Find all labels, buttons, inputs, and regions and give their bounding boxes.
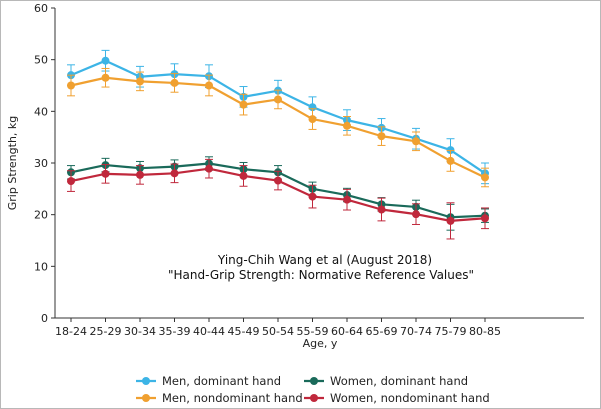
legend-label: Women, dominant hand: [330, 374, 468, 388]
x-axis-label: Age, y: [303, 337, 338, 350]
x-tick-label: 40-44: [193, 325, 225, 338]
legend-item: Women, dominant hand: [304, 374, 468, 388]
legend-item: Men, dominant hand: [136, 374, 281, 388]
annotation-line-2: "Hand-Grip Strength: Normative Reference…: [168, 268, 474, 282]
data-point: [136, 77, 144, 86]
y-tick-label: 30: [34, 157, 48, 170]
data-point: [446, 146, 455, 155]
data-point: [308, 192, 317, 201]
x-tick-label: 50-54: [262, 325, 294, 338]
x-tick-label: 55-59: [297, 325, 329, 338]
y-tick-label: 40: [34, 105, 48, 118]
series-layer: [67, 49, 489, 240]
y-tick-label: 60: [34, 2, 48, 15]
series-line: [70, 59, 486, 175]
legend-swatch-marker: [142, 377, 150, 385]
x-tick-label: 18-24: [55, 325, 87, 338]
data-point: [412, 210, 420, 219]
x-tick-label: 75-79: [435, 325, 467, 338]
data-point: [343, 121, 351, 130]
data-point: [446, 156, 455, 165]
data-point: [101, 73, 110, 82]
x-tick-label: 80-85: [469, 325, 501, 338]
data-point: [377, 205, 386, 214]
data-point: [481, 214, 489, 223]
y-ticks: 0 10 20 30 40 50 60: [34, 2, 55, 325]
data-point: [67, 177, 75, 186]
data-point: [205, 164, 213, 173]
data-point: [239, 171, 248, 180]
legend-swatch-marker: [310, 377, 318, 385]
data-point: [101, 169, 110, 178]
series-group: [67, 158, 489, 240]
legend-label: Men, nondominant hand: [162, 391, 303, 405]
legend-item: Women, nondominant hand: [304, 391, 490, 405]
data-point: [170, 78, 179, 87]
series-group: [67, 67, 489, 188]
data-point: [205, 81, 213, 90]
data-point: [67, 81, 75, 90]
x-tick-label: 35-39: [159, 325, 191, 338]
data-point: [101, 56, 110, 65]
data-point: [136, 170, 144, 179]
data-point: [170, 169, 179, 178]
x-ticks: 18-24 25-29 30-34 35-39 40-44 45-49 50-54 55-59…: [55, 318, 501, 338]
x-tick-label: 25-29: [90, 325, 122, 338]
x-tick-label: 30-34: [124, 325, 156, 338]
series-group: [67, 49, 489, 185]
y-tick-label: 20: [34, 209, 48, 222]
legend-label: Men, dominant hand: [162, 374, 281, 388]
series-group: [67, 156, 489, 231]
legend: Men, dominant hand Men, nondominant hand W…: [136, 374, 490, 405]
data-point: [308, 115, 317, 124]
data-point: [274, 176, 282, 185]
legend-item: Men, nondominant hand: [136, 391, 303, 405]
annotation-line-1: Ying-Chih Wang et al (August 2018): [217, 253, 432, 267]
data-point: [412, 137, 420, 146]
data-point: [481, 173, 489, 182]
data-point: [377, 132, 386, 141]
data-point: [446, 216, 455, 225]
data-point: [239, 100, 248, 109]
x-tick-label: 70-74: [400, 325, 432, 338]
data-point: [274, 95, 282, 104]
legend-swatch-marker: [142, 394, 150, 402]
x-tick-label: 60-64: [331, 325, 363, 338]
x-tick-label: 65-69: [366, 325, 398, 338]
legend-swatch-marker: [310, 394, 318, 402]
y-axis-label: Grip Strength, kg: [6, 116, 19, 211]
legend-label: Women, nondominant hand: [330, 391, 490, 405]
y-tick-label: 50: [34, 54, 48, 67]
x-tick-label: 45-49: [228, 325, 260, 338]
y-tick-label: 0: [41, 312, 48, 325]
y-tick-label: 10: [34, 260, 48, 273]
data-point: [343, 195, 351, 204]
